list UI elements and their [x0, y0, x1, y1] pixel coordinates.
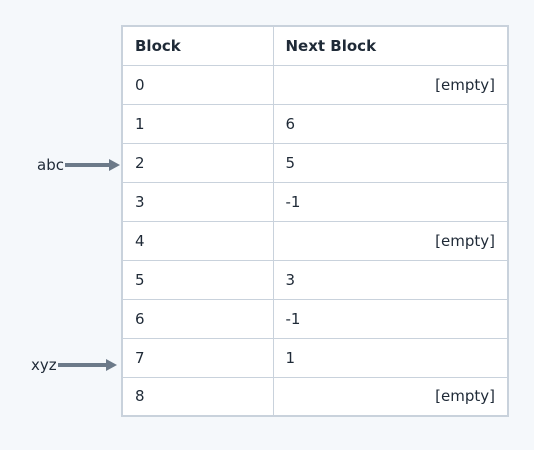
next-block-cell: [empty] [272, 64, 509, 105]
next-block-cell: 6 [272, 103, 509, 144]
block-cell: 7 [121, 337, 274, 378]
next-block-cell: -1 [272, 181, 509, 222]
block-cell: 2 [121, 142, 274, 183]
table-row: 3 -1 [121, 181, 509, 222]
pointer-abc: abc [37, 155, 120, 175]
pointer-label-xyz: xyz [31, 356, 57, 374]
next-block-cell: [empty] [272, 376, 509, 417]
block-cell: 4 [121, 220, 274, 261]
table-row: 0 [empty] [121, 64, 509, 105]
next-block-cell: 1 [272, 337, 509, 378]
block-cell: 5 [121, 259, 274, 300]
next-block-cell: 3 [272, 259, 509, 300]
table-row: 2 5 [121, 142, 509, 183]
table-row: 4 [empty] [121, 220, 509, 261]
block-cell: 6 [121, 298, 274, 339]
next-block-cell: -1 [272, 298, 509, 339]
table-row: 1 6 [121, 103, 509, 144]
block-cell: 0 [121, 64, 274, 105]
arrow-right-icon [57, 359, 117, 371]
file-allocation-table: Block Next Block 0 [empty] 1 6 2 5 3 -1 … [121, 25, 509, 417]
next-block-cell: [empty] [272, 220, 509, 261]
table-row: 7 1 [121, 337, 509, 378]
table-header-row: Block Next Block [121, 25, 509, 66]
table-row: 5 3 [121, 259, 509, 300]
next-block-cell: 5 [272, 142, 509, 183]
table-row: 8 [empty] [121, 376, 509, 417]
column-header-next-block: Next Block [272, 25, 509, 66]
pointer-xyz: xyz [31, 355, 117, 375]
table-row: 6 -1 [121, 298, 509, 339]
column-header-block: Block [121, 25, 274, 66]
block-cell: 8 [121, 376, 274, 417]
block-cell: 1 [121, 103, 274, 144]
arrow-right-icon [64, 159, 120, 171]
block-cell: 3 [121, 181, 274, 222]
pointer-label-abc: abc [37, 156, 64, 174]
